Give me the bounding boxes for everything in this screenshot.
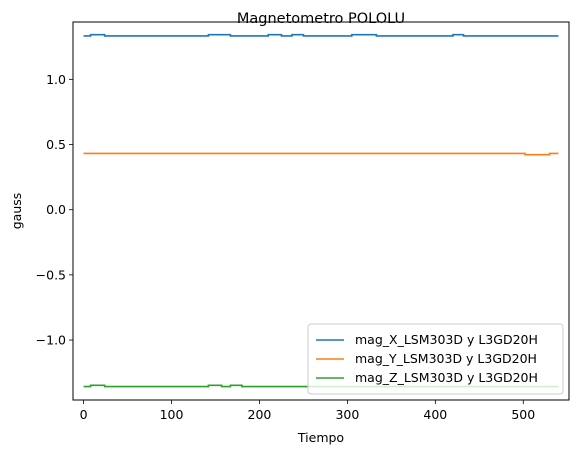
legend-label-y: mag_Y_LSM303D y L3GD20H	[355, 351, 537, 366]
x-tick-label: 400	[423, 407, 447, 422]
x-tick-label: 300	[335, 407, 359, 422]
series-line-2	[83, 384, 559, 388]
y-tick-label: −1.0	[36, 333, 66, 348]
x-tick-label: 200	[248, 407, 272, 422]
legend-label-z: mag_Z_LSM303D y L3GD20H	[355, 370, 538, 385]
x-tick-label: 100	[160, 407, 184, 422]
legend-box	[307, 323, 564, 395]
y-axis-label: gauss	[9, 193, 24, 230]
x-axis-ticks: 0 100 200 300 400 500	[80, 400, 535, 422]
series-layer	[83, 33, 559, 388]
x-tick-label: 500	[511, 407, 535, 422]
y-tick-label: 1.0	[46, 72, 66, 87]
y-tick-label: 0.0	[46, 202, 66, 217]
y-axis-ticks: −1.0 −0.5 0.0 0.5 1.0	[36, 72, 73, 348]
axes-frame	[72, 21, 570, 401]
x-tick-label: 0	[80, 407, 88, 422]
y-tick-label: −0.5	[36, 267, 66, 282]
series-line-0	[83, 33, 559, 37]
series-line-1	[83, 152, 559, 156]
chart-title: Magnetometro POLOLU	[237, 11, 405, 27]
x-axis-label: Tiempo	[297, 430, 344, 445]
y-tick-label: 0.5	[46, 137, 66, 152]
legend-label-x: mag_X_LSM303D y L3GD20H	[355, 332, 538, 347]
legend: mag_X_LSM303D y L3GD20H mag_Y_LSM303D y …	[307, 323, 564, 395]
plot-area	[72, 21, 570, 401]
